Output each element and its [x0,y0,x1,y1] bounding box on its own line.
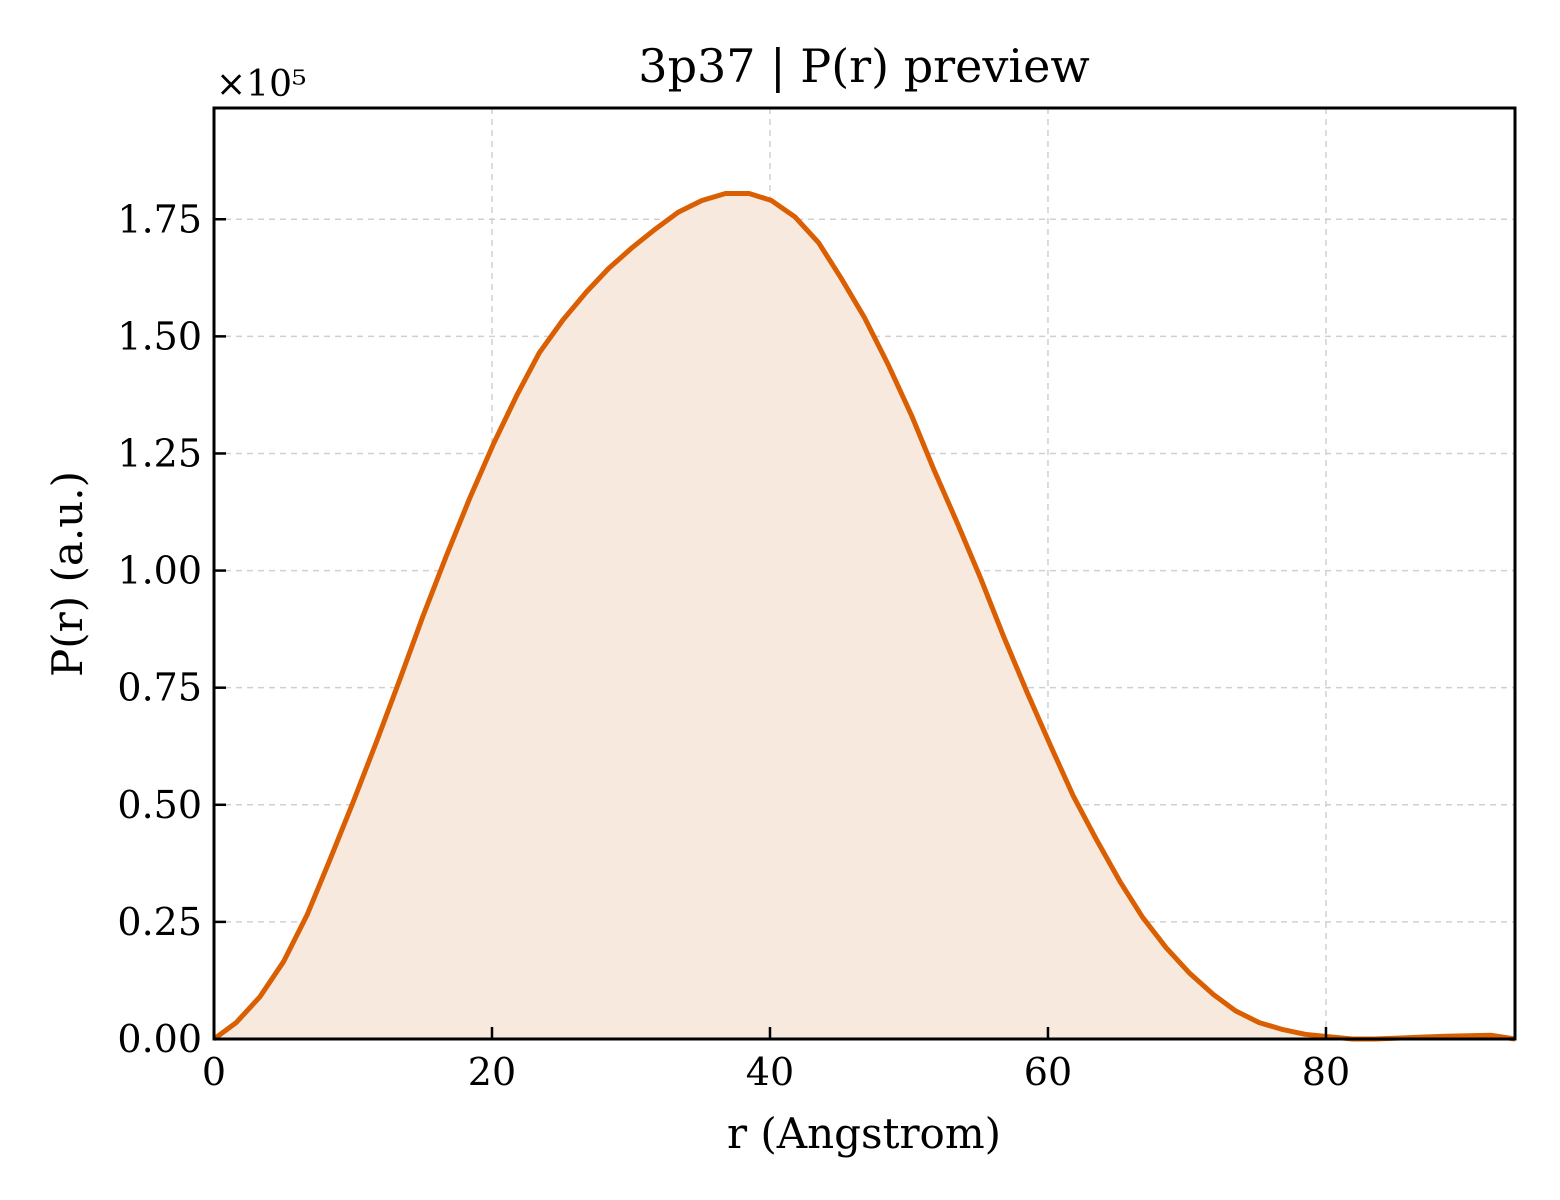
y-tick-label: 1.25 [117,431,202,475]
y-tick-label: 1.75 [117,197,202,241]
x-tick-label: 20 [468,1050,516,1094]
x-tick-label: 60 [1024,1050,1072,1094]
x-tick-label: 40 [746,1050,794,1094]
area-fill [214,193,1515,1039]
x-axis: 0 20 40 60 80 [202,1027,1350,1094]
plot-frame [212,106,1517,1041]
chart-title: 3p37 | P(r) preview [638,39,1089,93]
y-axis-title: P(r) (a.u.) [43,471,92,677]
x-tick-label: 0 [202,1050,226,1094]
y-tick-label: 0.50 [117,783,202,827]
y-tick-label: 0.00 [117,1017,202,1061]
y-tick-label: 0.25 [117,900,202,944]
y-axis: 0.00 0.25 0.50 0.75 1.00 1.25 1.50 1.75 [117,197,226,1061]
y-scale-multiplier: ×10⁵ [216,64,306,105]
y-tick-label: 0.75 [117,666,202,710]
x-tick-label: 80 [1302,1050,1350,1094]
x-axis-title: r (Angstrom) [727,1109,1001,1158]
y-tick-label: 1.00 [117,549,202,593]
y-tick-label: 1.50 [117,314,202,358]
series-line [212,191,1516,1042]
